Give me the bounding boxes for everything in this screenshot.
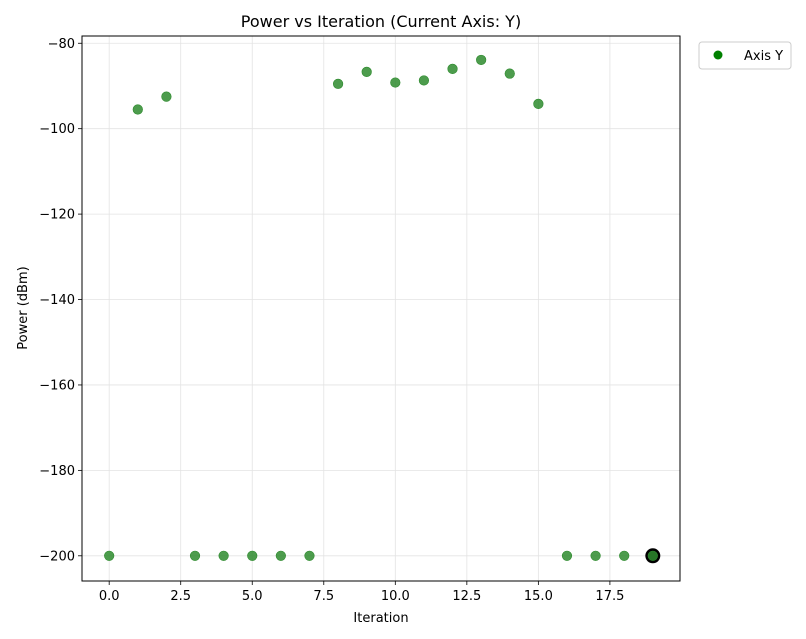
x-tick-label: 15.0	[524, 589, 553, 604]
x-axis-label: Iteration	[353, 611, 408, 626]
legend-label: Axis Y	[744, 49, 783, 64]
data-point	[332, 78, 344, 89]
data-point	[218, 550, 229, 561]
data-point	[590, 550, 601, 561]
data-point	[161, 91, 172, 102]
grid	[82, 36, 680, 581]
plot-frame	[81, 35, 681, 582]
x-tick-label: 2.5	[170, 589, 191, 604]
data-point	[189, 550, 201, 561]
y-tick-label: −200	[39, 549, 75, 564]
data-point	[247, 550, 258, 561]
data-point	[619, 550, 630, 561]
data-point	[447, 63, 458, 74]
x-tick-label: 12.5	[452, 589, 481, 604]
data-point	[361, 66, 372, 77]
x-tick-label: 0.0	[99, 589, 120, 604]
y-tick-label: −180	[39, 464, 75, 479]
legend-box	[698, 41, 792, 70]
data-point	[275, 550, 286, 561]
x-tick-label: 7.5	[313, 589, 334, 604]
data-point	[647, 550, 658, 561]
data-point	[418, 75, 430, 86]
plot-area	[82, 36, 680, 581]
x-tick-label: 10.0	[381, 589, 410, 604]
y-tick-label: −160	[39, 378, 75, 393]
chart-title: Power vs Iteration (Current Axis: Y)	[241, 12, 521, 31]
y-tick-label: −100	[39, 122, 75, 137]
x-tick-label: 17.5	[595, 589, 624, 604]
data-point	[561, 550, 573, 561]
data-point	[104, 550, 115, 561]
y-tick-label: −80	[48, 37, 75, 52]
data-point	[533, 98, 544, 110]
y-tick-label: −140	[39, 293, 75, 308]
y-axis: −80 −100 −120 −140 −160 −180 −200	[39, 37, 82, 564]
legend-marker	[713, 50, 723, 60]
y-tick-label: −120	[39, 208, 75, 223]
data-point	[132, 104, 143, 115]
data-points	[104, 54, 661, 564]
data-point	[304, 550, 315, 561]
y-axis-label: Power (dBm)	[16, 266, 31, 349]
data-point	[476, 54, 487, 66]
data-point	[504, 68, 515, 79]
x-tick-label: 5.0	[242, 589, 263, 604]
x-axis: 0.0 2.5 5.0 7.5 10.0 12.5 15.0 17.5	[99, 581, 624, 604]
data-point	[390, 77, 401, 88]
legend: Axis Y	[698, 41, 792, 70]
